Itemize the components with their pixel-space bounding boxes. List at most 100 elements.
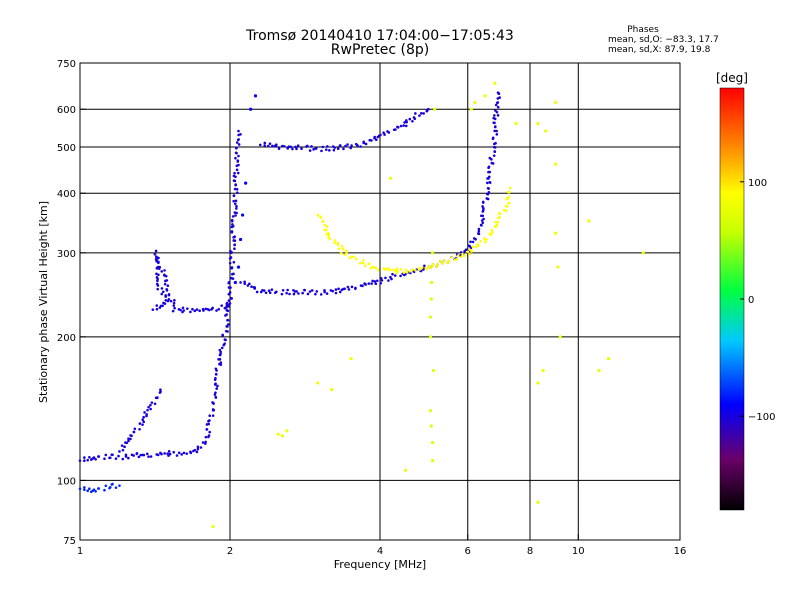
echo-point: [149, 407, 152, 411]
echo-point: [151, 308, 155, 311]
echo-point: [253, 94, 258, 98]
x-axis-label: Frequency [MHz]: [334, 558, 426, 571]
echo-point: [182, 309, 186, 312]
echo-point: [481, 201, 485, 204]
echo-point: [228, 302, 232, 305]
echo-point: [160, 452, 163, 456]
echo-point: [493, 129, 496, 133]
echo-point: [268, 142, 272, 146]
echo-point: [124, 455, 128, 458]
echo-point: [373, 135, 377, 139]
echo-point: [473, 100, 477, 105]
echo-point: [399, 274, 402, 278]
echo-point: [403, 121, 406, 124]
echo-point: [350, 255, 354, 259]
echo-point: [157, 273, 160, 277]
echo-point: [164, 274, 168, 278]
echo-point: [175, 454, 179, 457]
echo-point: [380, 279, 384, 282]
echo-point: [114, 486, 118, 489]
echo-point: [295, 290, 298, 293]
echo-point: [219, 352, 222, 356]
echo-point: [296, 144, 300, 147]
echo-point: [536, 121, 540, 126]
echo-point: [331, 289, 335, 293]
echo-point: [536, 381, 540, 385]
echo-point: [345, 249, 348, 252]
echo-point: [379, 133, 382, 137]
echo-point: [275, 290, 278, 294]
echo-point: [231, 223, 234, 226]
echo-point: [155, 272, 158, 276]
echo-point: [212, 408, 216, 412]
echo-point: [354, 257, 358, 261]
echo-point: [362, 141, 366, 145]
echo-point: [121, 457, 125, 461]
echo-point: [338, 290, 342, 294]
echo-point: [246, 284, 250, 287]
echo-point: [147, 455, 150, 458]
echo-point: [361, 284, 364, 288]
echo-point: [324, 228, 328, 232]
echo-point: [390, 277, 393, 281]
echo-point: [159, 388, 162, 391]
echo-point: [436, 263, 439, 266]
echo-point: [285, 429, 289, 433]
echo-point: [233, 187, 237, 191]
echo-point: [228, 261, 232, 265]
echo-point: [374, 138, 378, 142]
echo-point: [238, 237, 243, 242]
echo-point: [133, 427, 137, 431]
echo-point: [310, 145, 313, 148]
echo-point: [263, 141, 267, 145]
echo-point: [230, 266, 233, 269]
echo-point: [641, 251, 645, 255]
echo-point: [425, 109, 429, 113]
echo-point: [236, 159, 240, 163]
echo-point: [235, 141, 239, 144]
echo-point: [226, 319, 230, 322]
echo-point: [487, 191, 491, 194]
echo-point: [301, 291, 304, 295]
echo-point: [489, 233, 493, 236]
echo-point: [422, 268, 425, 271]
echo-point: [208, 430, 211, 434]
echo-point: [135, 451, 139, 455]
plot-area: 1 2 4 6 8 10 16 75 100 200 300 400 500 600 750: [57, 59, 686, 557]
echo-point: [340, 245, 344, 248]
echo-point: [408, 269, 412, 273]
echo-point: [214, 382, 217, 386]
echo-point: [477, 229, 481, 233]
echo-point: [173, 299, 176, 302]
echo-point: [104, 484, 108, 488]
echo-point: [316, 381, 320, 385]
echo-point: [149, 403, 152, 407]
echo-point: [482, 208, 485, 212]
echo-point: [167, 292, 171, 296]
echo-point: [156, 396, 159, 399]
echo-point: [349, 146, 353, 150]
echo-point: [227, 286, 231, 289]
echo-point: [153, 252, 157, 256]
echo-point: [333, 241, 336, 245]
echo-point: [189, 451, 193, 455]
echo-point: [327, 232, 330, 235]
echo-point: [120, 444, 124, 447]
echo-point: [553, 162, 558, 166]
echo-point: [138, 428, 141, 431]
echo-point: [341, 247, 345, 251]
echo-point: [108, 456, 112, 460]
echo-point: [160, 292, 164, 296]
echo-point: [477, 227, 481, 231]
echo-point: [111, 453, 114, 457]
echo-point: [196, 445, 200, 449]
echo-point: [314, 147, 318, 150]
echo-traces: [78, 81, 645, 529]
echo-point: [169, 299, 173, 303]
echo-point: [132, 454, 135, 457]
echo-point: [426, 107, 430, 111]
trace-scatter-vertical-2MHz: [233, 94, 258, 285]
echo-point: [414, 269, 417, 272]
echo-point: [267, 289, 271, 293]
echo-point: [484, 240, 487, 244]
